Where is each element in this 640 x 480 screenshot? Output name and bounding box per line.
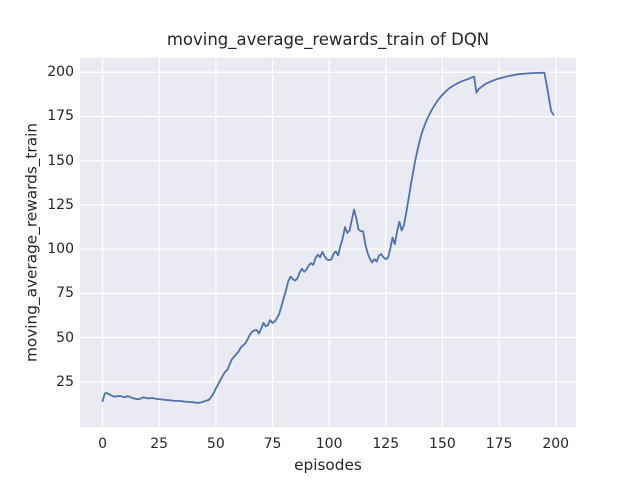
y-tick-label: 175 bbox=[47, 108, 74, 125]
x-tick-label: 175 bbox=[485, 436, 513, 452]
x-tick-label: 150 bbox=[429, 436, 456, 452]
y-tick-label: 200 bbox=[47, 64, 74, 81]
x-tick-label: 200 bbox=[542, 436, 570, 452]
y-tick-label: 100 bbox=[47, 241, 74, 258]
plot-background bbox=[80, 57, 576, 428]
y-tick-label: 125 bbox=[47, 196, 74, 213]
y-tick-label: 50 bbox=[56, 329, 74, 346]
x-tick-label: 75 bbox=[263, 436, 282, 452]
x-tick-label: 25 bbox=[150, 436, 169, 452]
y-tick-label: 25 bbox=[56, 373, 74, 390]
y-tick-label: 75 bbox=[56, 285, 74, 302]
x-tick-label: 100 bbox=[315, 436, 343, 452]
x-tick-label: 50 bbox=[206, 436, 225, 452]
x-tick-label: 125 bbox=[372, 436, 400, 452]
chart-title: moving_average_rewards_train of DQN bbox=[166, 30, 490, 49]
y-tick-label: 150 bbox=[47, 152, 74, 169]
series-line-moving_average_rewards_train bbox=[101, 71, 555, 404]
x-tick-label: 0 bbox=[98, 436, 107, 452]
x-axis-label: episodes bbox=[294, 456, 362, 474]
